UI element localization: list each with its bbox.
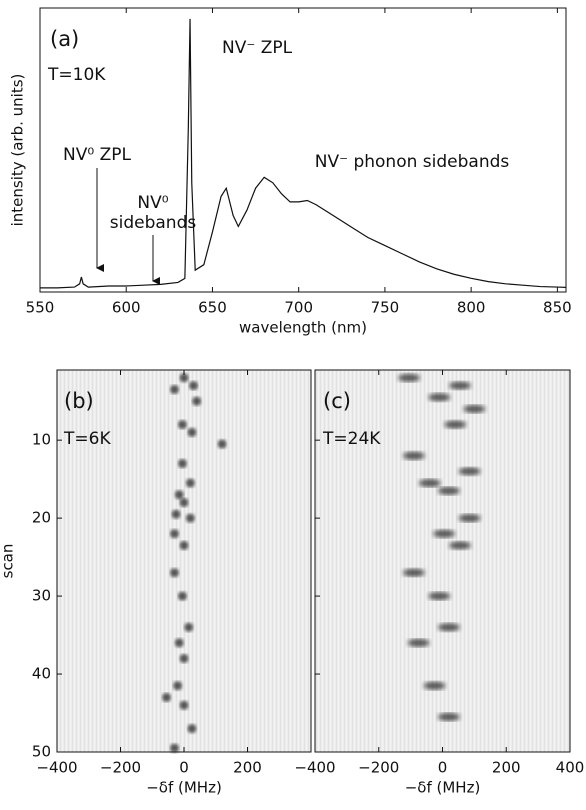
x-tick-label: 0 [438, 759, 448, 777]
annotation: T=6K [63, 429, 111, 449]
spot [185, 478, 195, 488]
spot [458, 514, 481, 523]
spot [179, 373, 189, 383]
x-axis-label: −δf (MHz) [405, 779, 481, 797]
x-tick-label: 400 [556, 759, 585, 777]
y-axis-label: scan [0, 544, 17, 579]
spot [177, 591, 187, 601]
spot [171, 509, 181, 519]
spot [398, 373, 421, 382]
spot [189, 381, 199, 391]
spot [433, 529, 456, 538]
y-tick-label: 20 [32, 509, 51, 527]
spot [177, 459, 187, 469]
spot [173, 681, 183, 691]
spot [437, 486, 460, 495]
annotation: (c) [323, 389, 351, 413]
spot [449, 541, 472, 550]
y-tick-label: 40 [32, 665, 51, 683]
x-tick-label: 550 [26, 299, 55, 317]
spot [444, 420, 467, 429]
annotation: T=24K [322, 429, 381, 449]
spot [402, 451, 425, 460]
x-axis-label: −δf (MHz) [146, 779, 222, 797]
panel-b-background [57, 370, 311, 752]
spot [428, 592, 451, 601]
spot [437, 623, 460, 632]
x-tick-label: −200 [358, 759, 399, 777]
plot-frame [39, 7, 567, 293]
y-axis-label: intensity (arb. units) [9, 74, 27, 227]
spot [179, 498, 189, 508]
spot [179, 700, 189, 710]
spot [217, 439, 227, 449]
x-tick-label: 600 [112, 299, 141, 317]
spot [179, 540, 189, 550]
annotation: NV⁻ phonon sidebands [315, 152, 510, 172]
spot [192, 396, 202, 406]
annotation: T=10K [47, 65, 106, 85]
x-tick-label: −200 [100, 759, 141, 777]
spot [169, 529, 179, 539]
y-tick-label: 10 [32, 431, 51, 449]
x-tick-label: −400 [294, 759, 335, 777]
x-tick-label: 700 [284, 299, 313, 317]
annotation: sidebands [110, 213, 197, 233]
spot [423, 681, 446, 690]
annotation: (a) [50, 27, 79, 51]
annotation: NV⁻ ZPL [222, 38, 293, 58]
panel-c-background [315, 370, 570, 752]
spot [463, 404, 486, 413]
spectrum-line [40, 18, 567, 289]
x-tick-label: 200 [233, 759, 262, 777]
x-axis-label: wavelength (nm) [239, 319, 367, 337]
annotation: NV⁰ [137, 193, 168, 213]
spot [418, 479, 441, 488]
spot [407, 638, 430, 647]
x-tick-label: 850 [543, 299, 572, 317]
x-tick-label: 0 [179, 759, 189, 777]
x-tick-label: −400 [36, 759, 77, 777]
spot [449, 381, 472, 390]
spot [184, 622, 194, 632]
spot [187, 427, 197, 437]
spot [162, 692, 172, 702]
spot [174, 638, 184, 648]
x-tick-label: 800 [457, 299, 486, 317]
spot [169, 743, 179, 753]
spot [428, 393, 451, 402]
x-tick-label: 750 [371, 299, 400, 317]
spot [187, 724, 197, 734]
spot [185, 513, 195, 523]
spot [458, 467, 481, 476]
spot [179, 653, 189, 663]
annotation: (b) [64, 389, 94, 413]
y-tick-label: 30 [32, 587, 51, 605]
x-tick-label: 200 [492, 759, 521, 777]
spot [169, 384, 179, 394]
spot [437, 712, 460, 721]
spot [177, 420, 187, 430]
spot [402, 568, 425, 577]
x-tick-label: 650 [198, 299, 227, 317]
spot [169, 568, 179, 578]
spot [174, 490, 184, 500]
y-tick-label: 50 [32, 743, 51, 761]
annotation: NV⁰ ZPL [63, 145, 131, 165]
